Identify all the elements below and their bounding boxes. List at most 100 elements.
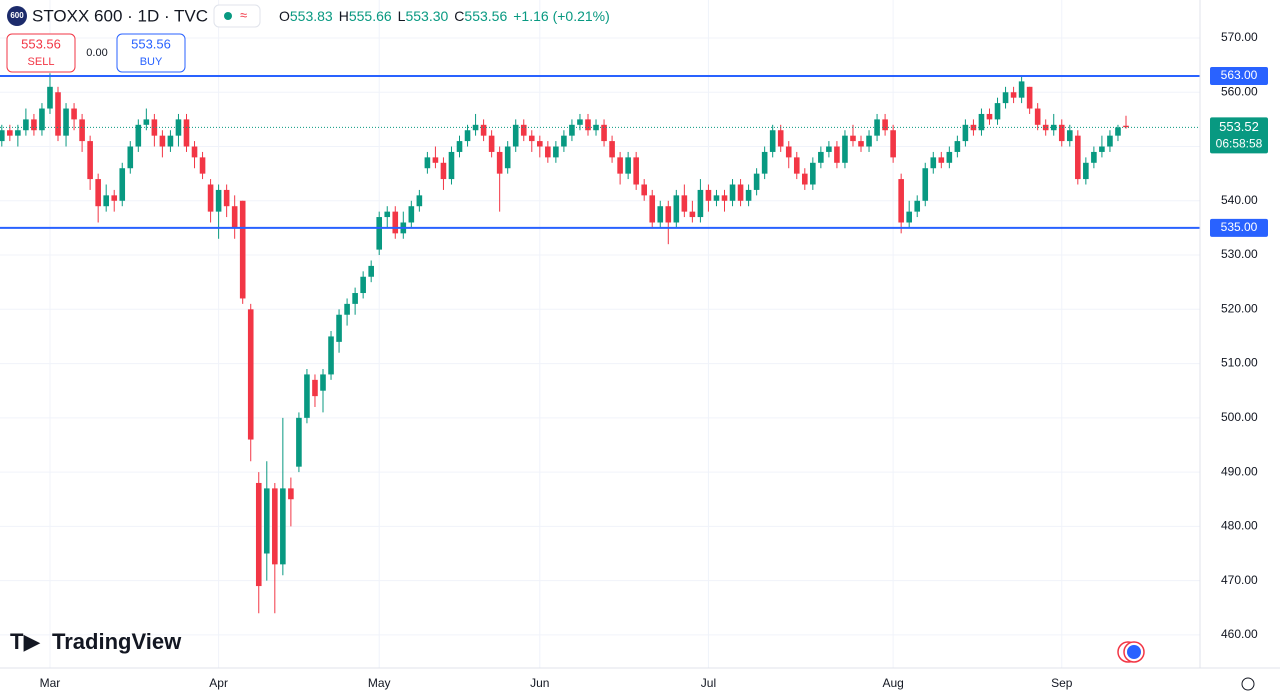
ohlc-prefix: H <box>339 8 349 24</box>
candle-body <box>23 119 29 131</box>
y-tick-label: 480.00 <box>1221 519 1258 533</box>
candle-body <box>625 157 631 174</box>
candle-body <box>761 151 768 174</box>
candle-body <box>657 206 664 223</box>
candle-body <box>689 211 696 218</box>
candle-body <box>71 108 77 120</box>
candle-body <box>1010 92 1017 98</box>
hline-label: 563.00 <box>1221 68 1258 82</box>
status-pill[interactable] <box>213 4 261 28</box>
overlay <box>0 74 1200 229</box>
candle-body <box>344 303 350 315</box>
candle-body <box>272 488 278 565</box>
y-tick-label: 540.00 <box>1221 193 1258 207</box>
candle-body <box>255 482 262 587</box>
candle-body <box>553 146 559 158</box>
candle-body <box>834 146 840 163</box>
candle-body <box>681 195 688 212</box>
ohlc-value: 553.56 <box>464 8 507 24</box>
candle-body <box>352 293 358 304</box>
candle-body <box>906 211 912 223</box>
candle-body <box>866 135 872 147</box>
y-tick-label: 460.00 <box>1221 627 1258 641</box>
candle-body <box>456 141 463 152</box>
candle-body <box>890 130 896 158</box>
candle-body <box>247 309 254 440</box>
candle-body <box>127 146 134 169</box>
buy-button[interactable] <box>116 33 186 73</box>
candle-body <box>263 488 270 554</box>
candle-body <box>47 86 53 109</box>
candle-body <box>79 119 85 142</box>
candle-body <box>633 157 639 185</box>
candle-body <box>280 488 286 565</box>
candles <box>0 73 1129 614</box>
candle-body <box>223 189 230 207</box>
candle-body <box>384 211 391 218</box>
candle-body <box>673 195 680 223</box>
candle-body <box>520 124 527 136</box>
candle-body <box>472 124 479 131</box>
delay-icon: ≈ <box>240 7 247 22</box>
ohlc-value: 555.66 <box>349 8 392 24</box>
candle-body <box>7 130 13 136</box>
sell-label: SELL <box>28 56 55 68</box>
hline-label-bg <box>1210 66 1268 85</box>
candle-body <box>842 135 848 163</box>
candle-body <box>464 130 471 142</box>
y-tick-label: 570.00 <box>1221 30 1258 44</box>
candle-body <box>360 276 366 294</box>
ohlc-prefix: O <box>279 8 290 24</box>
event-icon-inner <box>1127 645 1141 659</box>
candle-body <box>416 195 423 207</box>
symbol-icon-text: 600 <box>10 11 24 20</box>
candle-body <box>31 119 37 131</box>
candle-body <box>328 336 334 375</box>
candle-body <box>1099 146 1105 152</box>
candle-body <box>304 374 310 418</box>
candle-body <box>408 206 415 223</box>
candle-body <box>850 135 856 142</box>
y-tick-label: 470.00 <box>1221 573 1258 587</box>
candle-body <box>986 113 993 120</box>
ohlc-prefix: L <box>398 8 406 24</box>
last-price-label-bg <box>1210 117 1268 154</box>
candle-body <box>753 173 760 190</box>
candle-body <box>641 184 647 196</box>
candle-body <box>1123 125 1129 128</box>
candle-body <box>769 130 776 152</box>
sell-price: 553.56 <box>21 36 61 51</box>
candle-body <box>1066 130 1073 142</box>
candle-body <box>609 141 615 158</box>
candle-body <box>159 135 166 147</box>
candle-body <box>95 179 101 207</box>
candle-body <box>721 195 728 201</box>
candle-body <box>183 119 190 147</box>
y-tick-label: 500.00 <box>1221 410 1258 424</box>
hline-label-bg <box>1210 218 1268 237</box>
candle-body <box>818 151 824 163</box>
candle-body <box>1018 81 1025 98</box>
candle-body <box>970 124 977 131</box>
settings-icon[interactable] <box>1241 677 1255 691</box>
sell-button[interactable] <box>6 33 76 73</box>
candle-body <box>745 189 752 201</box>
candle-body <box>978 113 985 131</box>
candle-body <box>962 124 969 142</box>
candle-body <box>1026 86 1033 109</box>
candle-body <box>777 130 784 147</box>
candle-body <box>512 124 519 147</box>
candle-body <box>569 124 575 136</box>
x-tick-label: Jul <box>701 676 716 690</box>
buy-price: 553.56 <box>131 36 171 51</box>
candle-body <box>143 119 150 125</box>
candle-body <box>882 119 888 131</box>
candle-body <box>810 162 816 185</box>
candle-body <box>585 119 591 131</box>
candle-body <box>874 119 880 136</box>
candle-body <box>1058 124 1065 142</box>
candle-body <box>239 200 246 299</box>
candle-body <box>826 146 832 152</box>
spread: 0.00 <box>86 47 107 59</box>
